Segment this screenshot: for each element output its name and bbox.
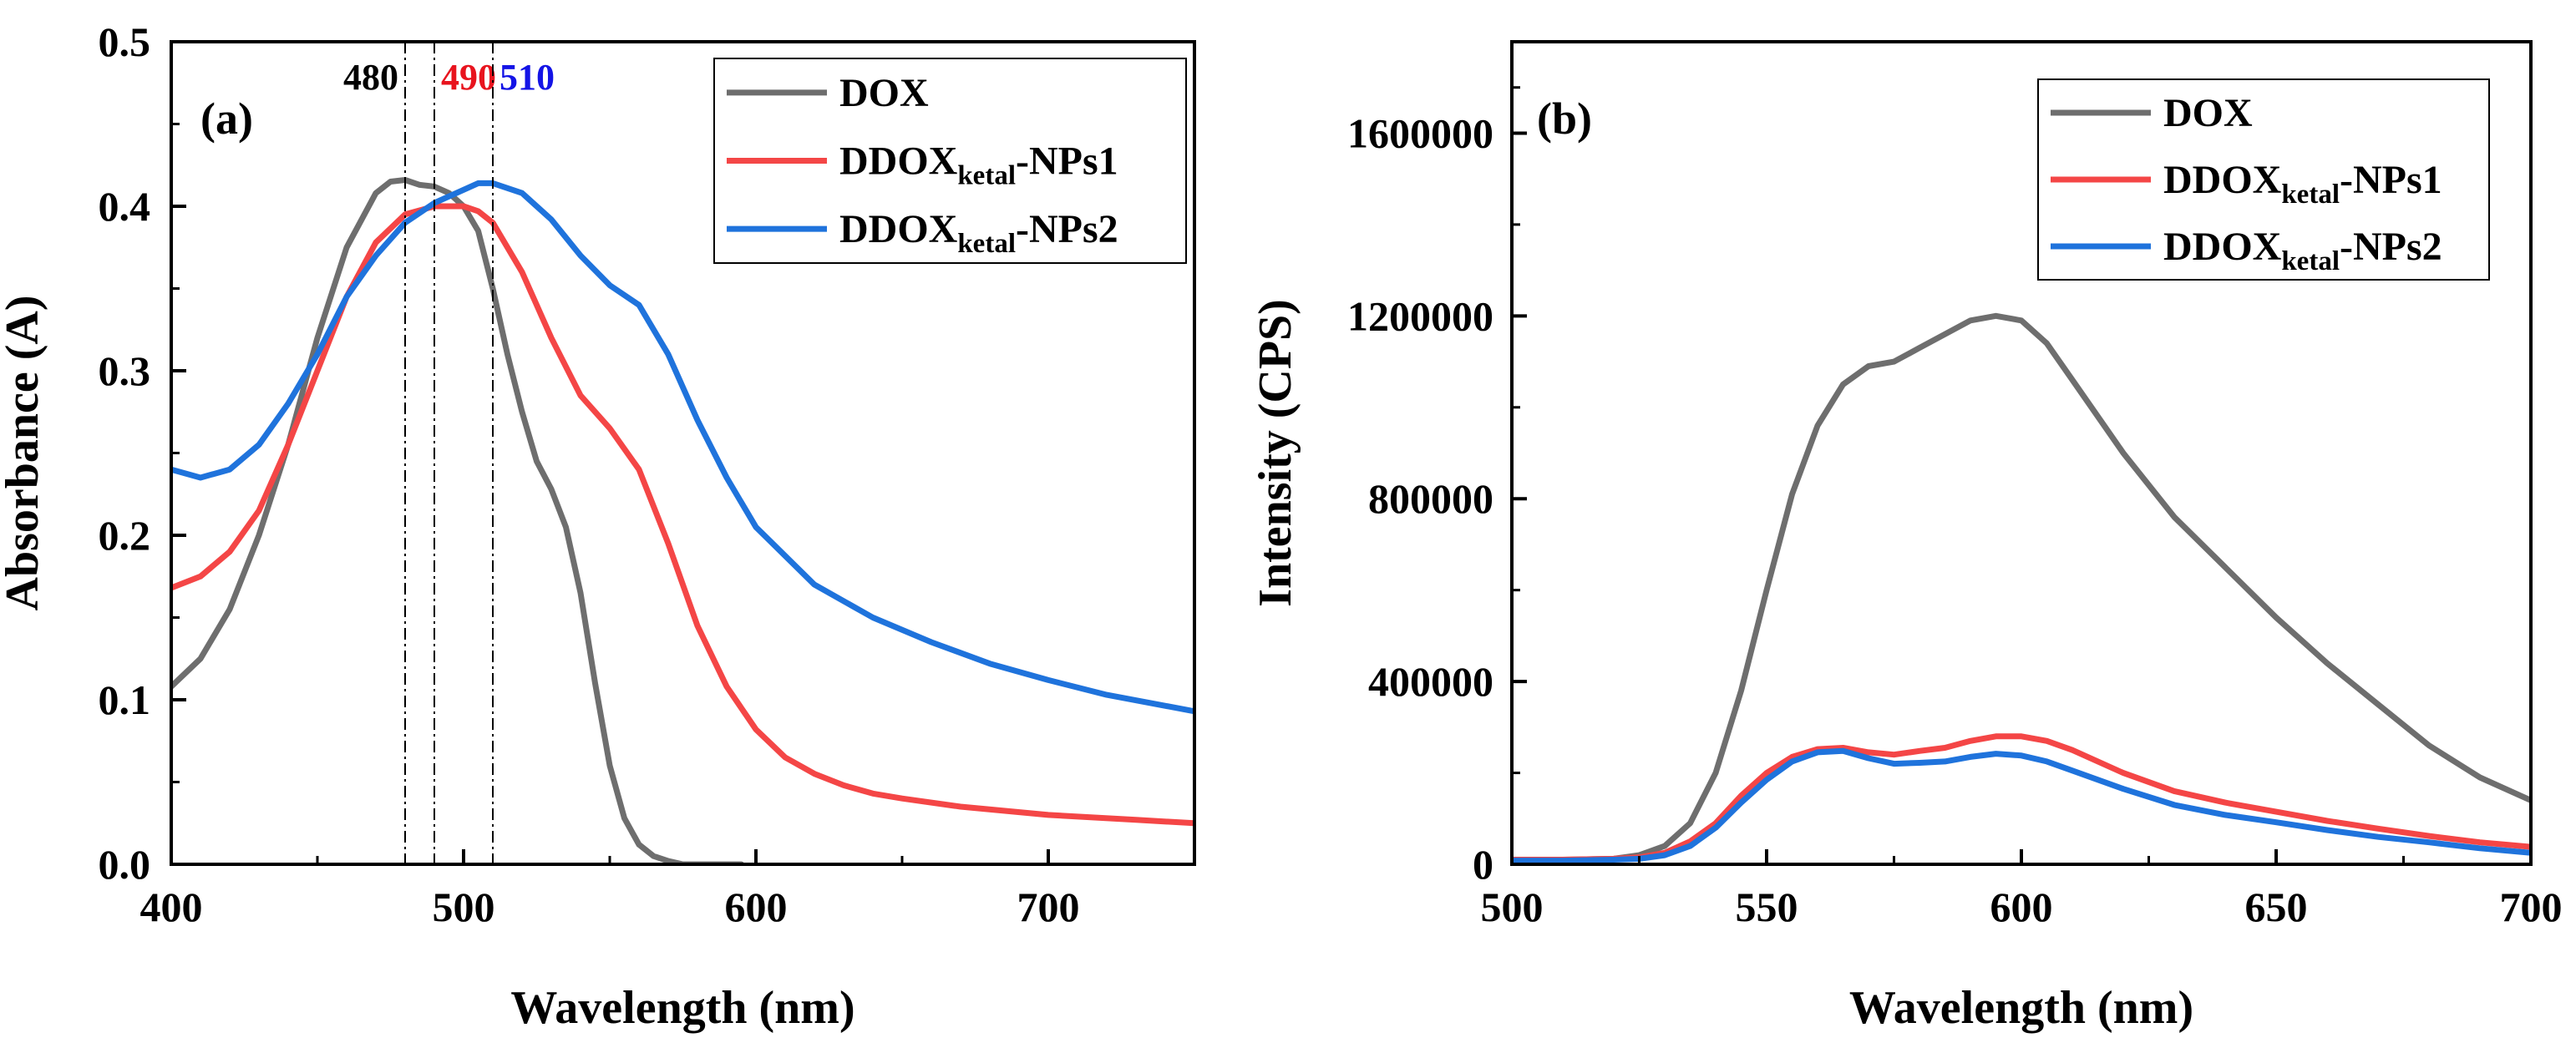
chart-b-series-2-line <box>1512 733 2531 863</box>
chart-a-y-ticks: 0.0 0.1 0.2 0.3 0.4 0.5 <box>99 18 186 888</box>
chart-b-y-tick-label: 1200000 <box>1347 292 1493 339</box>
chart-a-series-2-line <box>171 203 1194 827</box>
chart-a-x-axis-title: Wavelength (nm) <box>510 982 854 1034</box>
chart-b-y-axis-title: Intensity (CPS) <box>1250 299 1301 607</box>
chart-b-x-axis-title: Wavelength (nm) <box>1849 982 2193 1034</box>
chart-a-panel-label: (a) <box>200 94 253 144</box>
chart-b-x-tick-label: 700 <box>2500 883 2563 930</box>
chart-a-peak-guides: 480 490 510 <box>343 42 555 864</box>
chart-b-y-tick-label: 1600000 <box>1347 109 1493 156</box>
chart-a-legend-label-2: DDOXketal-NPs1 <box>839 139 1118 191</box>
chart-a-legend: DOX DDOXketal-NPs1 DDOXketal-NPs2 <box>713 58 1187 264</box>
chart-a-peak-label-2: 490 <box>441 57 496 98</box>
chart-a-y-tick-label: 0.3 <box>99 347 151 394</box>
chart-a-y-tick-label: 0.0 <box>99 841 151 888</box>
chart-a-legend-label-1: DOX <box>839 71 929 115</box>
chart-a: 480 490 510 400 500 600 700 0.00.10.20.30.40.… <box>0 18 1196 1034</box>
chart-a-series <box>171 177 1194 864</box>
chart-a-y-tick-label: 0.5 <box>99 18 151 65</box>
chart-a-y-tick-label: 0.1 <box>99 676 151 723</box>
chart-b-x-tick-label: 500 <box>1481 883 1544 930</box>
chart-a-x-tick-label: 500 <box>433 883 495 930</box>
chart-b: 500 550 600 650 700 0 400000 800000 1200000 1600… <box>1250 40 2563 1034</box>
chart-b-legend-label-2: DDOXketal-NPs1 <box>2163 158 2442 210</box>
chart-b-x-tick-label: 550 <box>1736 883 1798 930</box>
chart-b-x-ticks: 500 550 600 650 700 <box>1481 849 2563 930</box>
chart-a-peak-label-3: 510 <box>499 57 555 98</box>
chart-b-legend: DOX DDOXketal-NPs1 DDOXketal-NPs2 <box>2037 78 2490 281</box>
chart-b-y-tick-label: 0 <box>1473 841 1493 888</box>
chart-a-legend-label-3: DDOXketal-NPs2 <box>839 207 1118 259</box>
chart-b-series-3-line <box>1512 747 2531 864</box>
chart-a-x-tick-label: 700 <box>1017 883 1080 930</box>
chart-b-panel-label: (b) <box>1537 94 1592 144</box>
chart-b-y-tick-label: 400000 <box>1368 658 1493 705</box>
chart-b-series <box>1512 312 2531 864</box>
chart-a-y-tick-label: 0.2 <box>99 512 151 559</box>
chart-b-legend-label-3: DDOXketal-NPs2 <box>2163 225 2442 276</box>
chart-a-x-tick-label: 600 <box>725 883 788 930</box>
chart-a-y-tick-label: 0.4 <box>99 183 151 230</box>
chart-a-x-tick-label: 400 <box>140 883 203 930</box>
chart-a-series-3-line <box>171 180 1194 715</box>
chart-b-legend-label-1: DOX <box>2163 91 2253 135</box>
chart-b-y-tick-label: 800000 <box>1368 475 1493 522</box>
chart-b-x-tick-label: 600 <box>1990 883 2053 930</box>
chart-a-y-axis-title: Absorbance (A) <box>0 296 48 611</box>
chart-a-series-1-line <box>171 177 744 864</box>
chart-a-x-ticks: 400 500 600 700 <box>140 849 1080 930</box>
chart-b-x-tick-label: 650 <box>2245 883 2308 930</box>
chart-b-series-1-line <box>1512 312 2531 863</box>
chart-b-y-ticks: 0 400000 800000 1200000 1600000 <box>1347 86 1527 888</box>
chart-a-peak-label-1: 480 <box>343 57 398 98</box>
